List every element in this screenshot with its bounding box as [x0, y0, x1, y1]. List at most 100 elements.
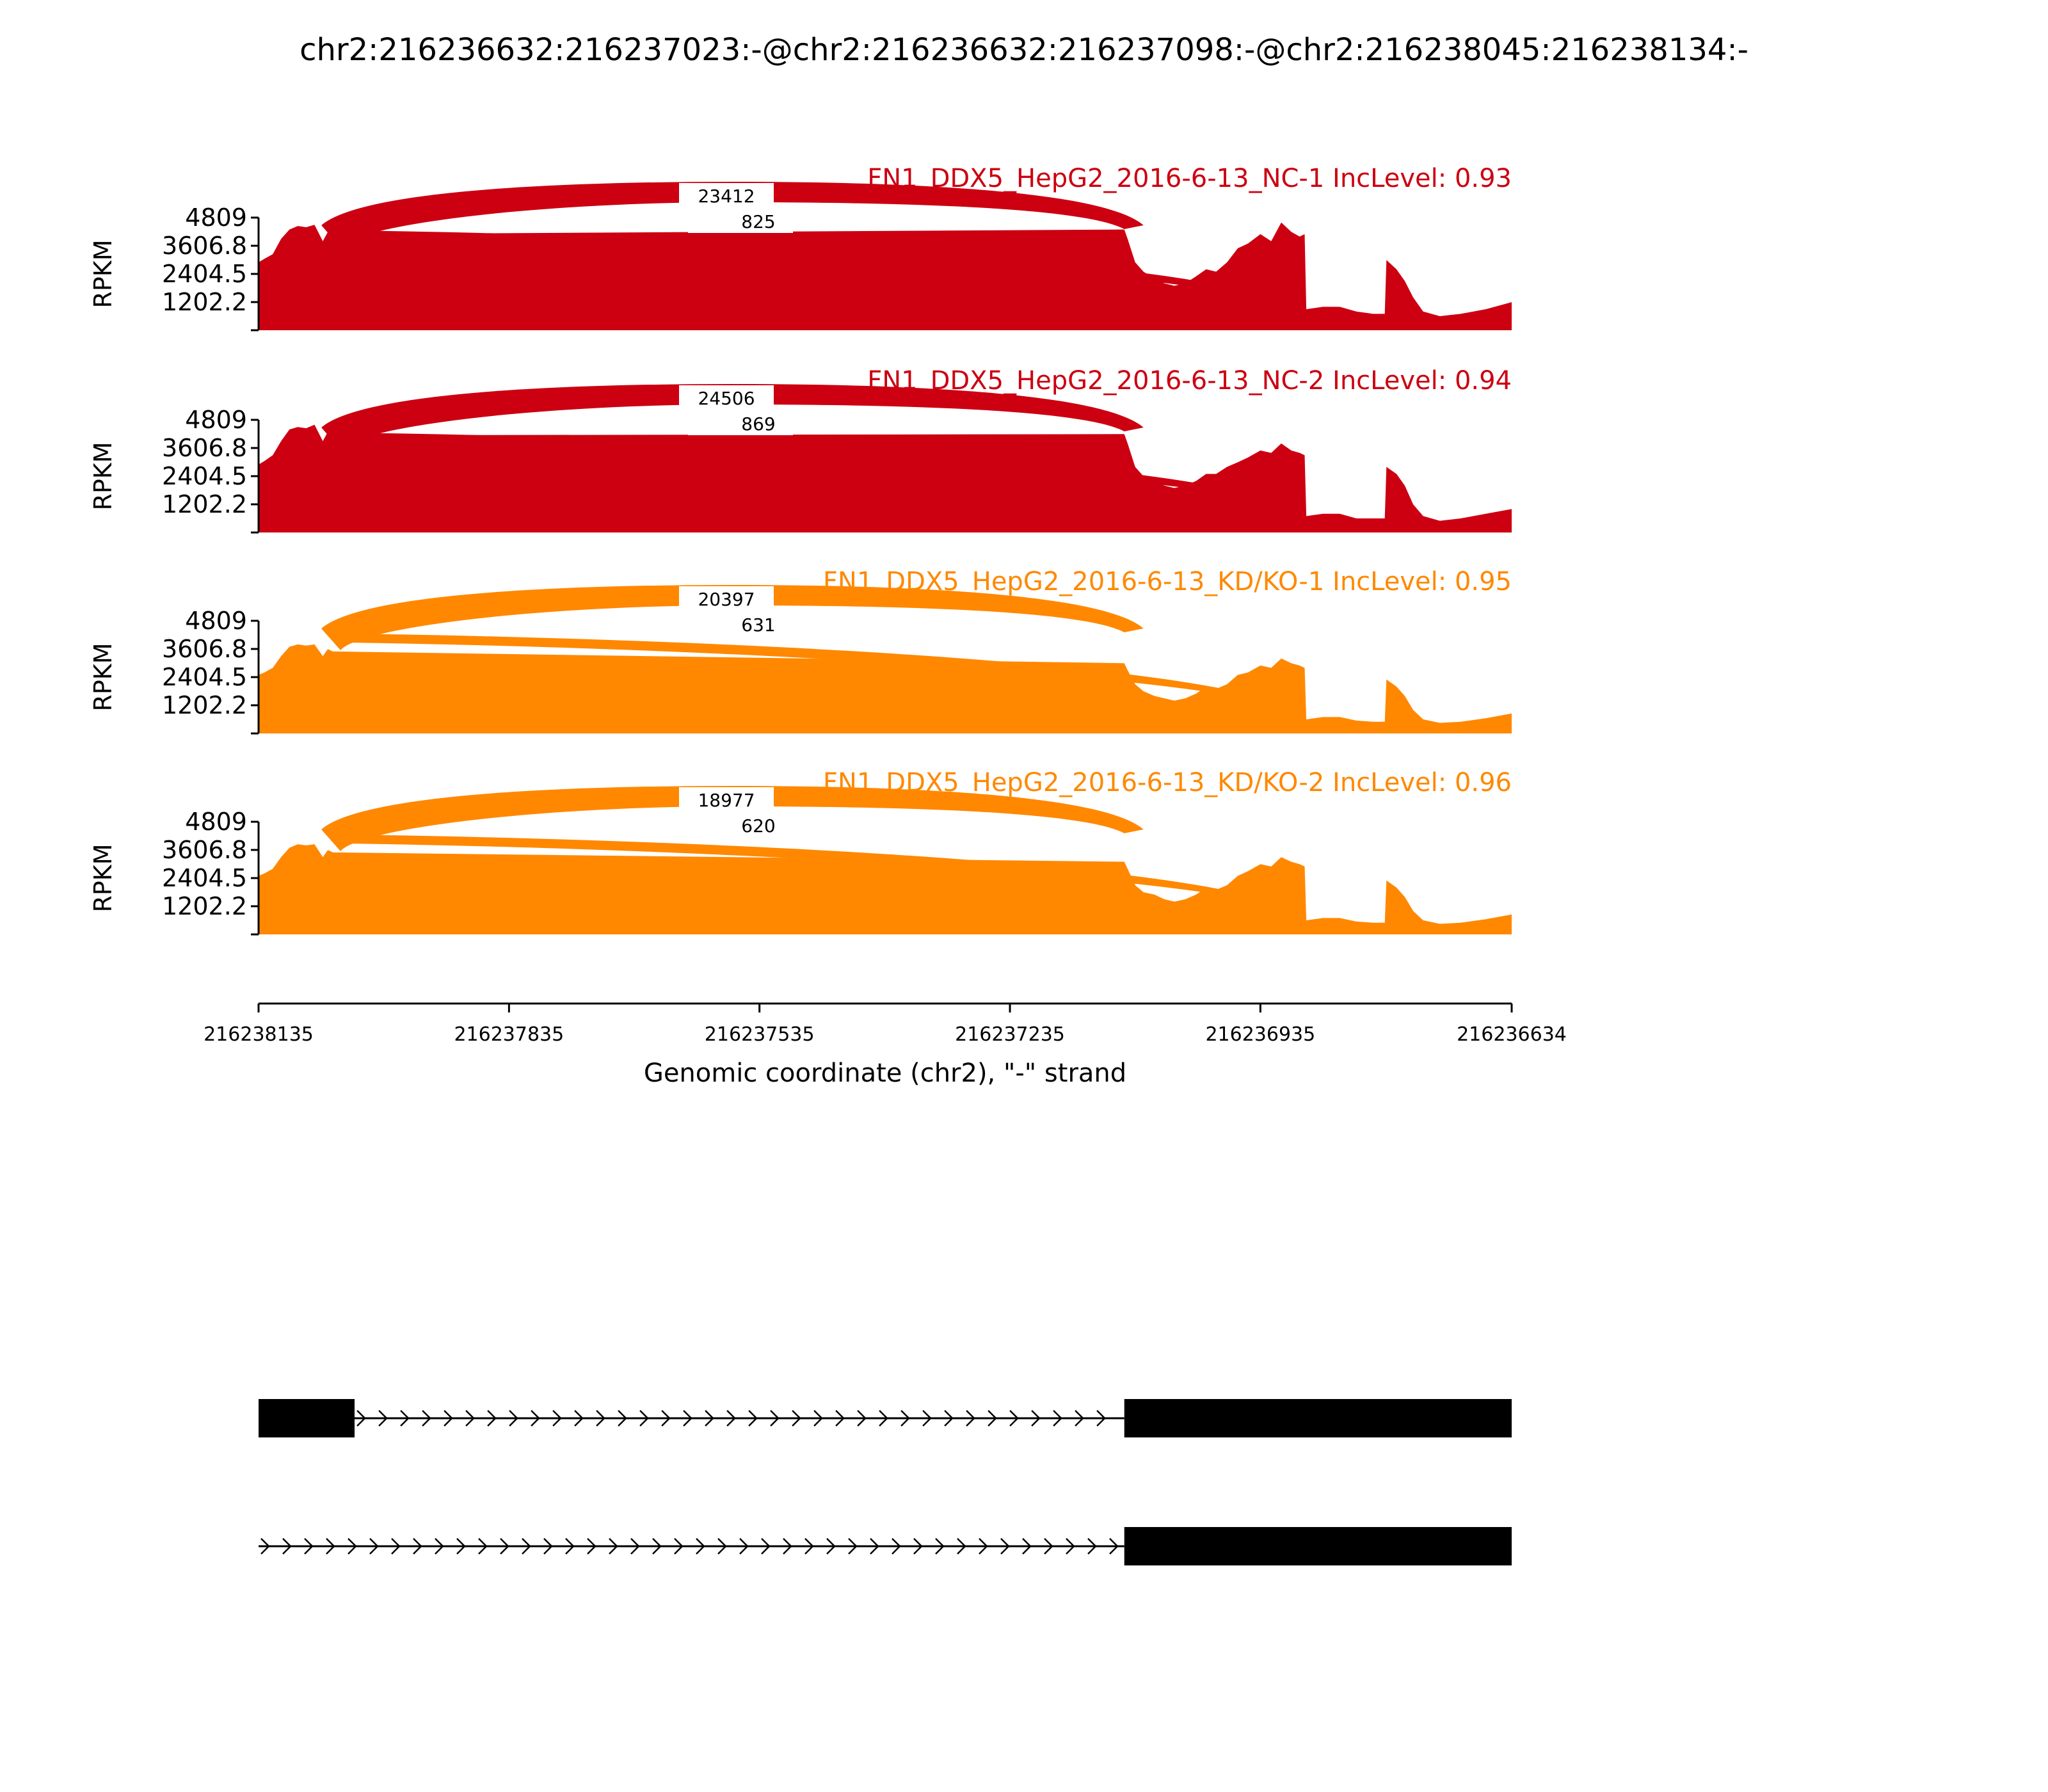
- strand-arrow: [913, 1538, 923, 1555]
- exon-block: [259, 1399, 355, 1437]
- y-axis-label: RPKM: [89, 442, 117, 510]
- strand-arrow: [1044, 1538, 1053, 1555]
- x-tick-label: 216236634: [1457, 1023, 1567, 1046]
- strand-arrow: [1053, 1410, 1062, 1427]
- junction-arc-short: [347, 433, 1256, 498]
- strand-arrow: [957, 1538, 966, 1555]
- strand-arrow: [435, 1538, 444, 1555]
- track-4: 18977 620 FN1_DDX5_HepG2_2016-6-13_KD/KO-2…: [89, 768, 1512, 936]
- x-tick-label: 216238135: [204, 1023, 314, 1046]
- junction-label-bg: [688, 211, 793, 233]
- strand-arrow: [1087, 1538, 1097, 1555]
- strand-arrow: [609, 1538, 618, 1555]
- coverage-area: [259, 844, 1512, 934]
- junction-arc-long: [321, 786, 1144, 851]
- junction-label-bg: [688, 413, 793, 435]
- gene-models: [259, 1399, 1512, 1565]
- junction-arc-long: [321, 585, 1144, 650]
- strand-arrow: [726, 1410, 736, 1427]
- strand-arrow: [509, 1410, 518, 1427]
- strand-arrow: [465, 1410, 475, 1427]
- junction-arc-short: [347, 634, 1256, 699]
- strand-arrow: [879, 1410, 888, 1427]
- track-1: 23412 825 FN1_DDX5_HepG2_2016-6-13_NC-1 In…: [89, 164, 1512, 332]
- junction-count-long: 20397: [698, 589, 755, 610]
- coverage-area: [259, 424, 1512, 532]
- x-axis-label: Genomic coordinate (chr2), "-" strand: [644, 1059, 1126, 1088]
- junction-arc-short: [347, 230, 1256, 296]
- strand-arrow: [892, 1538, 901, 1555]
- strand-arrow: [552, 1410, 562, 1427]
- junction-label-bg: [679, 586, 774, 612]
- strand-arrow: [574, 1410, 584, 1427]
- track-label: FN1_DDX5_HepG2_2016-6-13_NC-1 IncLevel: …: [867, 164, 1512, 193]
- strand-arrow: [543, 1538, 553, 1555]
- transcript-model-2: [259, 1527, 1512, 1565]
- y-tick-label: 2404.5: [162, 462, 247, 490]
- strand-arrow: [282, 1538, 292, 1555]
- x-axis: 216238135 216237835 216237535 216237235 2162…: [204, 1002, 1567, 1088]
- y-tick-label: 2404.5: [162, 260, 247, 288]
- chart-title: chr2:216236632:216237023:-@chr2:21623663…: [300, 32, 1748, 68]
- track-label: FN1_DDX5_HepG2_2016-6-13_KD/KO-1 IncLeve…: [823, 567, 1512, 596]
- y-tick-label: 4809: [185, 406, 247, 434]
- strand-arrow: [988, 1410, 997, 1427]
- strand-arrow: [848, 1538, 858, 1555]
- junction-label-bg: [679, 183, 774, 209]
- junction-count-short: 620: [741, 815, 775, 836]
- strand-arrow: [1009, 1410, 1019, 1427]
- strand-arrow: [618, 1410, 627, 1427]
- strand-arrow: [400, 1410, 410, 1427]
- y-tick-label: 1202.2: [162, 288, 247, 316]
- y-tick-label: 3606.8: [162, 434, 247, 462]
- strand-arrow: [870, 1538, 879, 1555]
- y-tick-label: 4809: [185, 204, 247, 232]
- strand-arrow: [696, 1538, 705, 1555]
- strand-arrow: [444, 1410, 453, 1427]
- strand-arrow: [348, 1538, 357, 1555]
- y-tick-label: 3606.8: [162, 232, 247, 260]
- track-label: FN1_DDX5_HepG2_2016-6-13_NC-2 IncLevel: …: [867, 366, 1512, 396]
- junction-count-long: 23412: [698, 186, 755, 207]
- junction-label-bg: [679, 385, 774, 411]
- junction-label-bg: [679, 787, 774, 813]
- strand-arrow: [944, 1410, 954, 1427]
- y-axis-label: RPKM: [89, 239, 117, 308]
- strand-arrow: [1000, 1538, 1010, 1555]
- strand-arrow: [739, 1538, 749, 1555]
- strand-arrow: [761, 1538, 771, 1555]
- y-tick-label: 1202.2: [162, 490, 247, 518]
- strand-arrow: [1075, 1410, 1084, 1427]
- strand-arrow: [391, 1538, 401, 1555]
- strand-arrow: [531, 1410, 540, 1427]
- x-tick-label: 216237835: [454, 1023, 564, 1046]
- junction-arc-short: [347, 835, 1256, 900]
- y-tick-label: 4809: [185, 607, 247, 635]
- y-axis-label: RPKM: [89, 844, 117, 912]
- strand-arrow: [260, 1538, 270, 1555]
- exon-block: [1124, 1527, 1512, 1565]
- strand-arrow: [422, 1410, 431, 1427]
- strand-arrow: [857, 1410, 867, 1427]
- junction-count-long: 24506: [698, 388, 755, 409]
- strand-arrow: [900, 1410, 910, 1427]
- junction-count-short: 869: [741, 413, 775, 435]
- junction-arc-long: [321, 384, 1144, 449]
- y-axis-label: RPKM: [89, 643, 117, 711]
- strand-arrow: [826, 1538, 836, 1555]
- track-2: 24506 869 FN1_DDX5_HepG2_2016-6-13_NC-2 In…: [89, 366, 1512, 534]
- coverage-area: [259, 644, 1512, 733]
- coverage-area: [259, 222, 1512, 330]
- strand-arrow: [835, 1410, 845, 1427]
- strand-arrow: [487, 1410, 497, 1427]
- strand-arrow: [1096, 1410, 1106, 1427]
- y-tick-label: 1202.2: [162, 691, 247, 719]
- exon-block: [1124, 1399, 1512, 1437]
- strand-arrow: [652, 1538, 662, 1555]
- y-tick-label: 2404.5: [162, 663, 247, 691]
- strand-arrow: [804, 1538, 814, 1555]
- x-tick-label: 216236935: [1205, 1023, 1315, 1046]
- strand-arrow: [478, 1538, 488, 1555]
- track-label: FN1_DDX5_HepG2_2016-6-13_KD/KO-2 IncLeve…: [823, 768, 1512, 797]
- strand-arrow: [639, 1410, 649, 1427]
